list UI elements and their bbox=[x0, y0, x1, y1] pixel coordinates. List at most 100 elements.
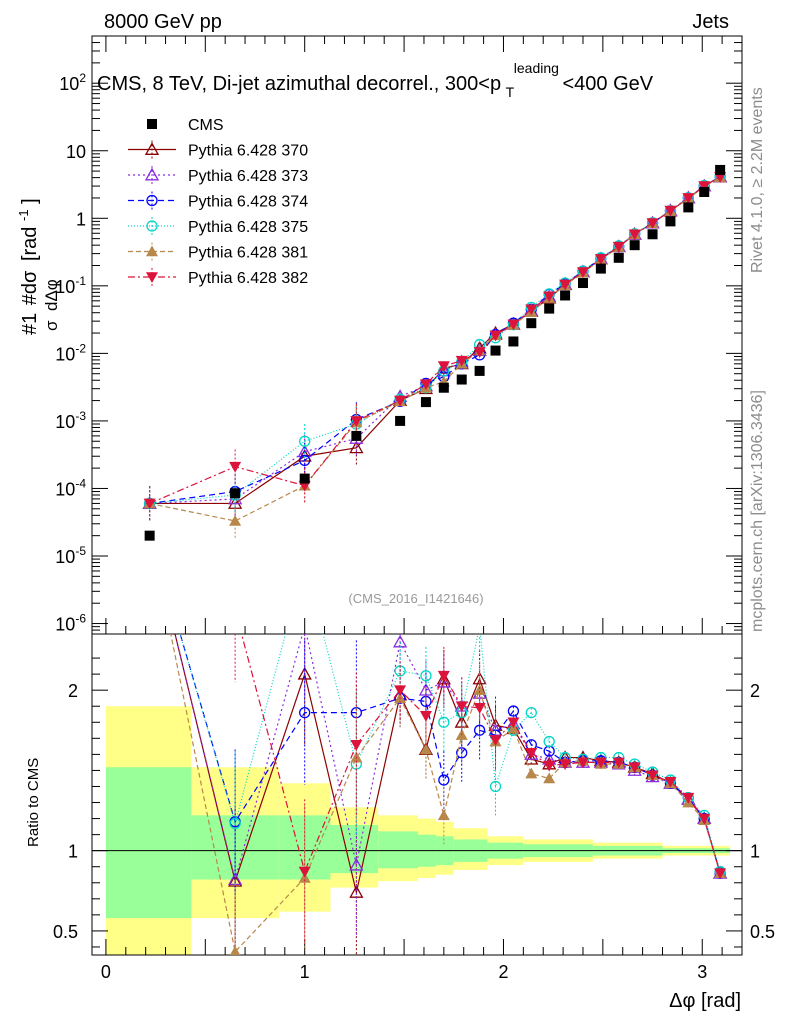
point-data bbox=[715, 164, 726, 175]
ratio-point-p382 bbox=[594, 757, 607, 769]
legend-label-p382: Pythia 6.428 382 bbox=[188, 270, 308, 287]
ylabel-unit-sup: -1 bbox=[16, 209, 31, 221]
main-y-tick-label-exp: -6 bbox=[75, 612, 86, 626]
legend-label-data: CMS bbox=[188, 117, 224, 134]
ratio-point-p382 bbox=[714, 868, 727, 880]
ratio-point-p375 bbox=[525, 706, 537, 719]
svg-text:#1 #dσ [rad: #1 #dσ [rad -1 ] bbox=[11, 198, 41, 335]
main-y-tick-label: 10-5 bbox=[55, 544, 86, 567]
point-data bbox=[474, 365, 485, 376]
ratio-series-p381 bbox=[170, 634, 727, 955]
point-data bbox=[699, 187, 710, 198]
point-p381 bbox=[229, 514, 242, 526]
point-data bbox=[665, 216, 676, 227]
legend-marker-p382 bbox=[146, 272, 158, 283]
point-p382 bbox=[143, 498, 156, 510]
main-y-tick-label-base: 10 bbox=[55, 615, 75, 635]
ratio-point-p382 bbox=[394, 685, 407, 697]
point-data bbox=[629, 240, 640, 251]
point-data bbox=[577, 278, 588, 289]
point-p382 bbox=[576, 267, 589, 279]
rivet-version-label: Rivet 4.1.0, ≥ 2.2M events bbox=[749, 87, 766, 273]
ratio-point-p382 bbox=[576, 757, 589, 769]
ratio-x-tick-label: 0 bbox=[101, 962, 111, 982]
plot-title-sub: T bbox=[506, 84, 515, 100]
point-p382 bbox=[646, 218, 659, 230]
ratio-line-p381 bbox=[170, 634, 721, 954]
ratio-line-p382 bbox=[240, 634, 721, 874]
ylabel-frac2: #dσ bbox=[19, 270, 41, 305]
ratio-y-tick-label: 1 bbox=[68, 842, 78, 862]
ratio-point-p381 bbox=[419, 743, 432, 755]
ratio-point-p375 bbox=[543, 735, 555, 748]
legend-item-p382: Pythia 6.428 382 bbox=[128, 268, 308, 287]
point-p382 bbox=[507, 319, 520, 331]
legend-label-p373: Pythia 6.428 373 bbox=[188, 168, 308, 185]
ratio-point-p382 bbox=[437, 670, 450, 682]
ratio-point-p375 bbox=[489, 780, 502, 793]
ratio-y-tick-label-right: 2 bbox=[750, 681, 760, 701]
point-data bbox=[508, 336, 519, 347]
point-data bbox=[456, 374, 467, 385]
main-y-tick-label-base: 10 bbox=[59, 74, 79, 94]
ratio-y-tick-label: 0.5 bbox=[53, 922, 78, 942]
ratio-x-tick-label: 2 bbox=[498, 962, 508, 982]
plot-title-end: <400 GeV bbox=[563, 73, 654, 95]
band-green-0 bbox=[105, 767, 192, 919]
ratio-point-p373 bbox=[349, 857, 364, 871]
legend: CMS Pythia 6.428 370 Pythia 6.428 373 Pythi… bbox=[128, 117, 308, 287]
legend-marker-p375 bbox=[146, 220, 158, 232]
ratio-point-p382 bbox=[298, 866, 311, 878]
ratio-y-axis-label: Ratio to CMS bbox=[25, 758, 42, 847]
ratio-point-p382 bbox=[489, 735, 502, 746]
point-p382 bbox=[394, 395, 407, 407]
point-p382 bbox=[525, 304, 538, 316]
point-p382 bbox=[229, 461, 242, 473]
point-p382 bbox=[489, 330, 502, 342]
point-p382 bbox=[664, 205, 677, 217]
main-y-tick-label: 1 bbox=[76, 209, 86, 229]
point-p382 bbox=[612, 241, 625, 253]
main-y-tick-label-exp: -2 bbox=[75, 341, 86, 355]
main-y-tick-label-exp: -4 bbox=[75, 476, 86, 490]
ratio-point-p381 bbox=[230, 945, 241, 955]
point-p374 bbox=[299, 454, 311, 467]
main-y-tick-label: 102 bbox=[59, 71, 86, 94]
point-data bbox=[420, 397, 431, 408]
point-p382 bbox=[455, 355, 468, 367]
plot-title-main: CMS, 8 TeV, Di-jet azimuthal decorrel., … bbox=[97, 73, 501, 95]
point-p382 bbox=[437, 361, 450, 373]
ratio-point-p381 bbox=[473, 684, 486, 695]
ratio-panel-frame bbox=[91, 633, 743, 956]
main-y-tick-label-exp: 2 bbox=[79, 71, 86, 85]
main-y-tick-label-base: 10 bbox=[55, 547, 75, 567]
analysis-id: (CMS_2016_I1421646) bbox=[348, 591, 483, 606]
legend-label-p374: Pythia 6.428 374 bbox=[188, 194, 308, 211]
ratio-point-p373 bbox=[524, 747, 539, 760]
point-data bbox=[647, 229, 658, 240]
legend-item-p374: Pythia 6.428 374 bbox=[128, 191, 308, 211]
main-y-tick-label: 10 bbox=[66, 142, 86, 162]
ratio-x-tick-label: 1 bbox=[300, 962, 310, 982]
legend-item-data: CMS bbox=[147, 117, 224, 134]
ratio-point-p382 bbox=[612, 757, 625, 769]
point-data bbox=[613, 252, 624, 263]
ratio-point-p382 bbox=[507, 717, 520, 729]
main-y-tick-label-base: 10 bbox=[66, 142, 86, 162]
point-p382 bbox=[628, 229, 641, 241]
ratio-point-p382 bbox=[559, 759, 572, 771]
legend-label-p375: Pythia 6.428 375 bbox=[188, 219, 308, 236]
ratio-point-p375 bbox=[229, 817, 241, 830]
ratio-point-p382 bbox=[698, 813, 711, 825]
main-y-tick-label: 10-6 bbox=[55, 612, 86, 635]
ratio-point-p382 bbox=[229, 605, 241, 616]
jets-label: Jets bbox=[692, 11, 729, 33]
point-p382 bbox=[682, 193, 695, 204]
ratio-point-p382 bbox=[473, 703, 486, 714]
uncertainty-bands bbox=[92, 706, 742, 955]
main-y-tick-label-exp: -3 bbox=[75, 409, 86, 423]
ratio-point-p375 bbox=[420, 670, 432, 682]
ratio-point-p382 bbox=[350, 739, 363, 751]
